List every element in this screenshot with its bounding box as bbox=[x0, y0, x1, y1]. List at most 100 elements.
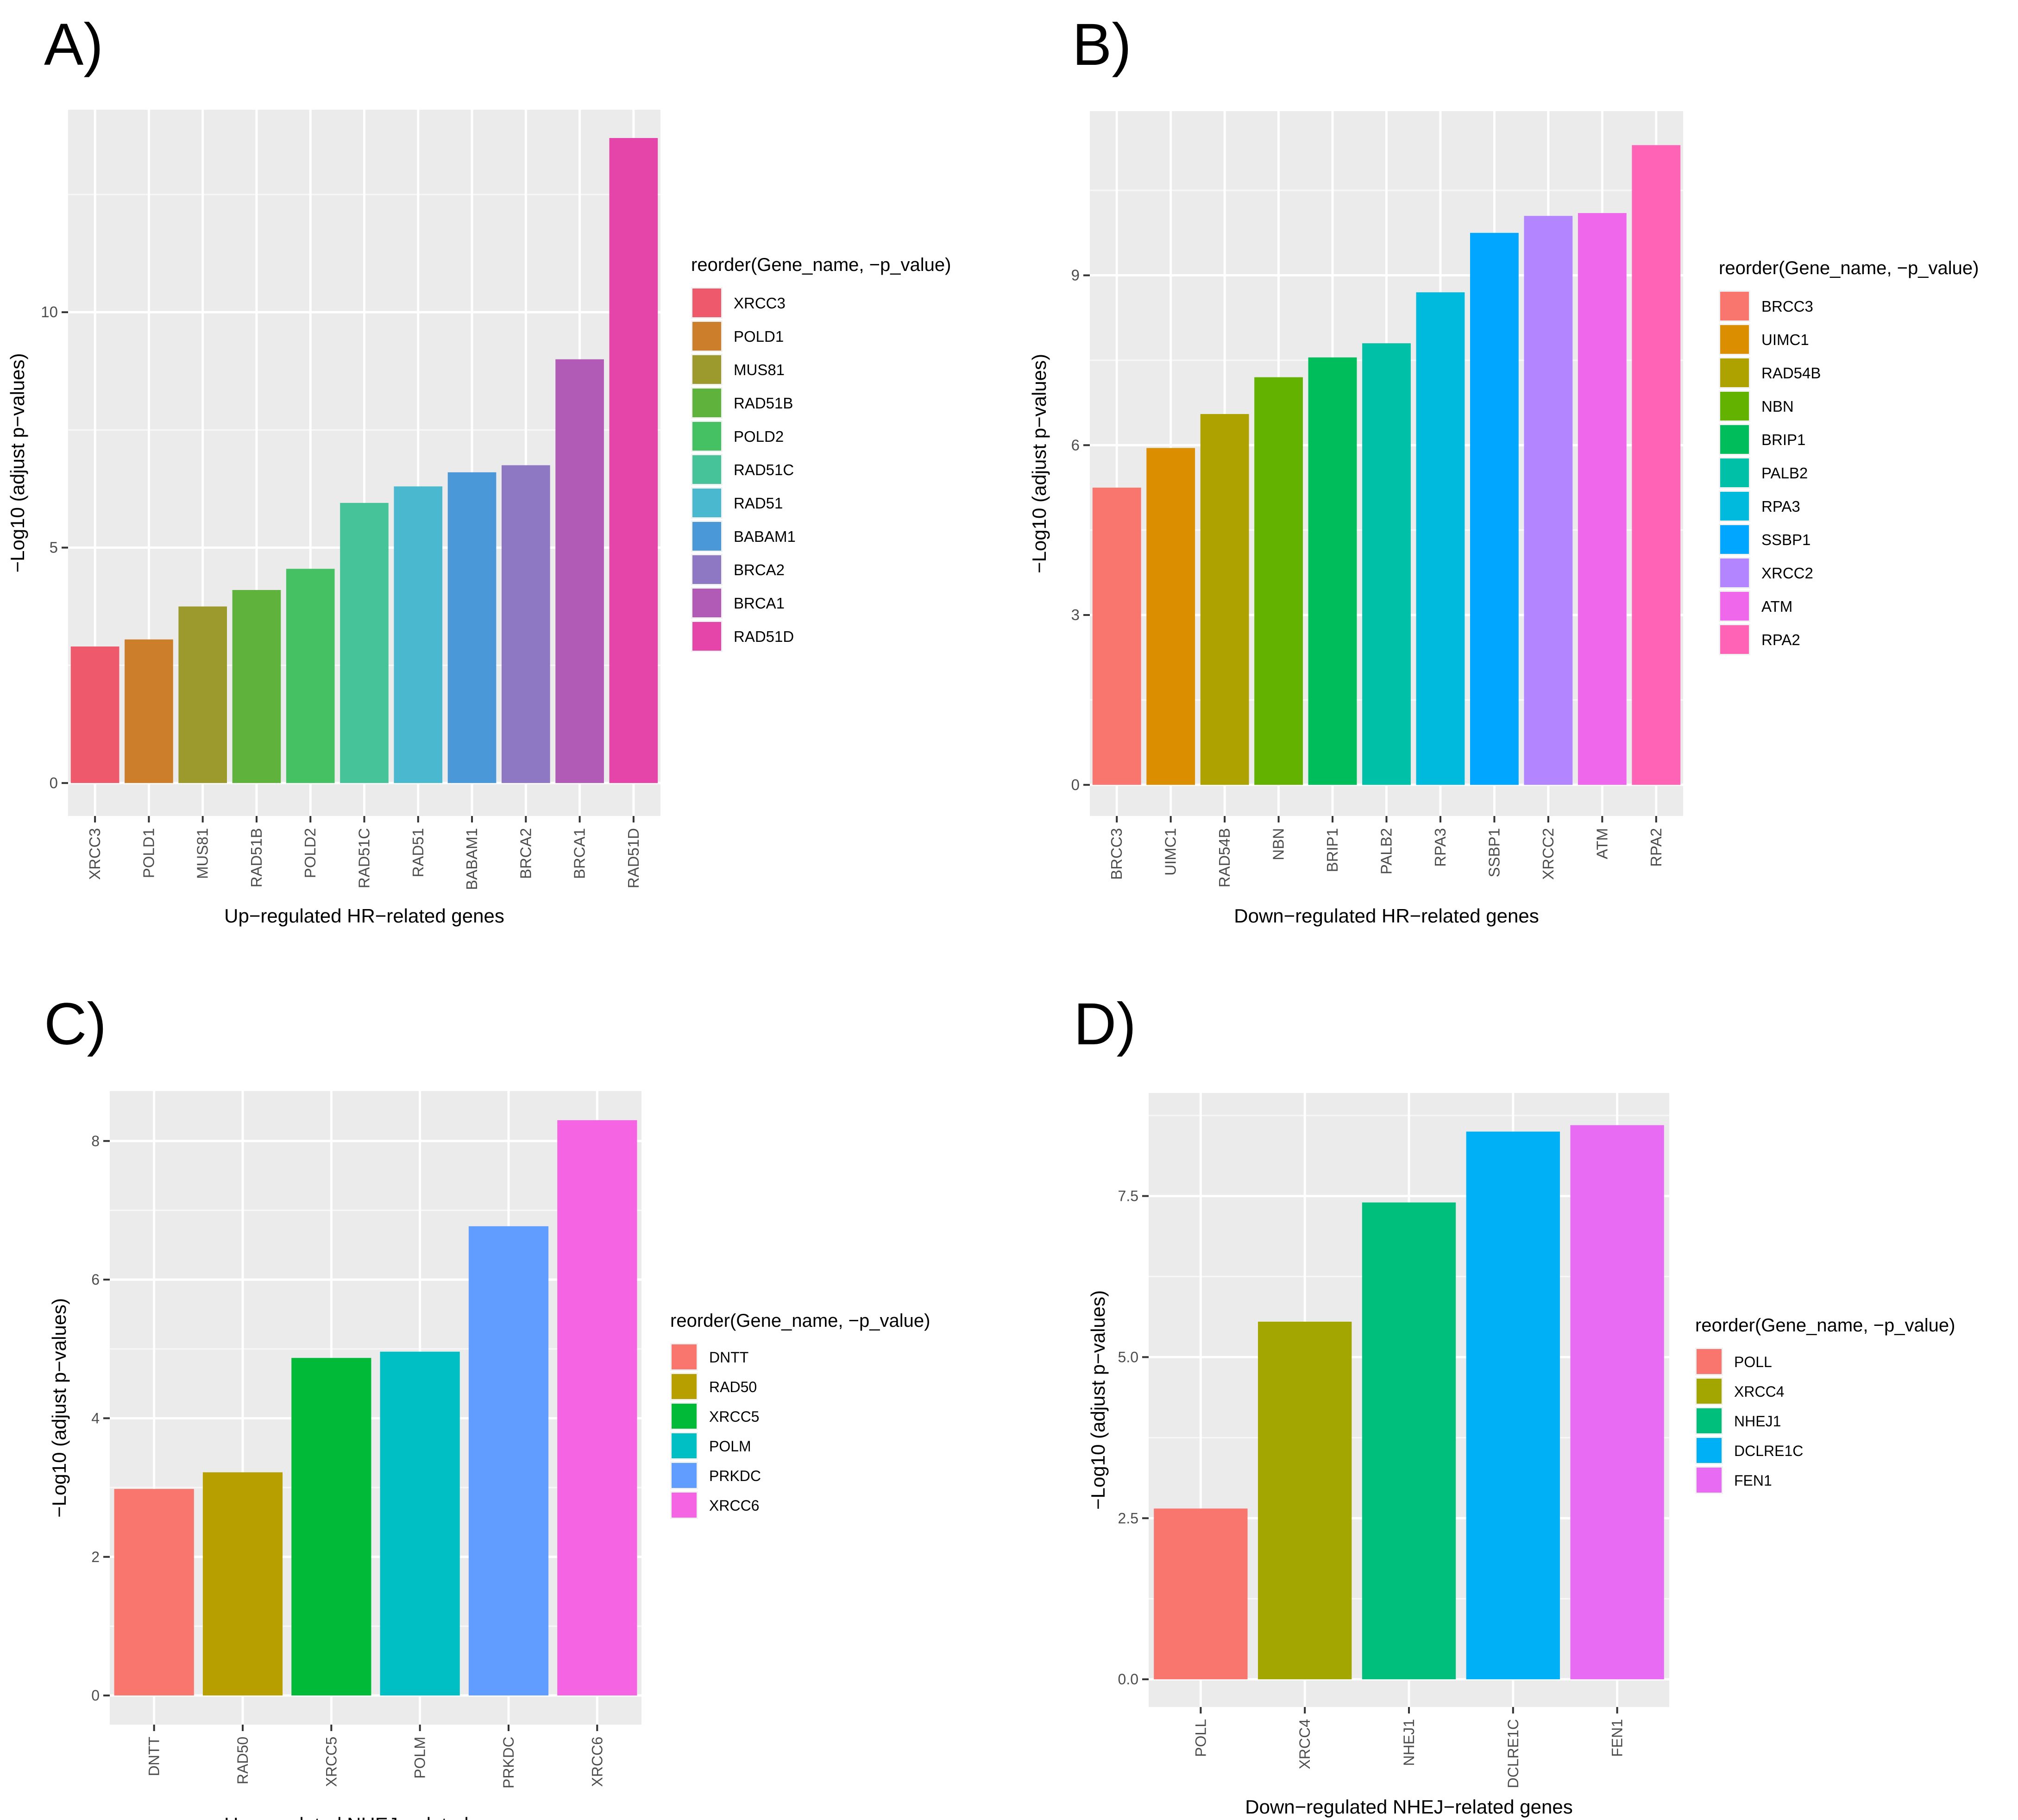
x-tick-label: ATM bbox=[1593, 828, 1610, 859]
x-tick-label: XRCC6 bbox=[589, 1737, 605, 1787]
x-tick-label: FEN1 bbox=[1609, 1719, 1626, 1757]
legend-label: BABAM1 bbox=[734, 528, 796, 545]
bar-atm bbox=[1578, 213, 1627, 785]
panel-c: C) 0 2 4 6 8 DNTT RAD50 XRCC5 POLM PRKDC XRCC6 Up−re… bbox=[44, 991, 930, 1820]
bar-dntt bbox=[114, 1489, 194, 1696]
legend-swatch bbox=[692, 522, 721, 551]
bar-palb2 bbox=[1362, 343, 1411, 785]
y-axis-title: −Log10 (adjust p−values) bbox=[48, 1298, 70, 1518]
legend-title: reorder(Gene_name, −p_value) bbox=[691, 255, 951, 275]
y-tick-label: 0 bbox=[1071, 776, 1080, 793]
x-tick-label: BABAM1 bbox=[463, 828, 480, 890]
legend-label: NBN bbox=[1761, 398, 1794, 415]
legend-label: XRCC4 bbox=[1734, 1383, 1784, 1400]
legend-label: RAD51B bbox=[734, 395, 793, 412]
legend-label: DCLRE1C bbox=[1734, 1443, 1803, 1459]
legend-swatch bbox=[1697, 1468, 1722, 1493]
y-tick-label: 0.0 bbox=[1118, 1671, 1138, 1688]
legend-item: SSBP1 bbox=[1719, 524, 1811, 555]
legend-swatch bbox=[1720, 292, 1749, 320]
x-tick-label: NHEJ1 bbox=[1401, 1719, 1417, 1766]
legend-item: BRCA2 bbox=[691, 554, 785, 585]
x-tick-label: BRCA1 bbox=[571, 828, 588, 879]
bar-rpa2 bbox=[1632, 145, 1681, 785]
legend-item: RPA2 bbox=[1719, 624, 1800, 655]
bar-nhej1 bbox=[1362, 1202, 1456, 1680]
legend-item: RAD51C bbox=[691, 454, 794, 485]
legend-item: RAD51B bbox=[691, 387, 793, 419]
x-tick-label: RAD51 bbox=[409, 828, 427, 877]
legend-swatch bbox=[1720, 325, 1749, 354]
panel-label: A) bbox=[44, 12, 103, 78]
legend-item: POLM bbox=[670, 1432, 751, 1460]
y-tick-label: 2.5 bbox=[1118, 1510, 1138, 1526]
bar-poll bbox=[1154, 1508, 1248, 1680]
x-tick-label: PRKDC bbox=[500, 1737, 517, 1789]
legend-label: FEN1 bbox=[1734, 1472, 1772, 1489]
y-tick-label: 9 bbox=[1071, 267, 1080, 284]
legend-item: POLL bbox=[1695, 1348, 1772, 1375]
bar-mus81 bbox=[178, 606, 227, 783]
legend-item: UIMC1 bbox=[1719, 324, 1809, 355]
legend-swatch bbox=[672, 1493, 697, 1518]
legend-label: BRIP1 bbox=[1761, 431, 1805, 448]
legend-label: PALB2 bbox=[1761, 464, 1808, 482]
legend-swatch bbox=[1697, 1349, 1722, 1374]
x-tick-label: UIMC1 bbox=[1162, 828, 1179, 876]
legend-swatch bbox=[672, 1433, 697, 1458]
x-tick-label: POLL bbox=[1192, 1719, 1209, 1757]
legend-item: BRCA1 bbox=[691, 587, 785, 619]
legend-label: RPA2 bbox=[1761, 631, 1800, 648]
x-tick-label: POLD2 bbox=[302, 828, 319, 878]
x-tick-label: RAD51D bbox=[625, 828, 642, 888]
legend-swatch bbox=[692, 489, 721, 517]
x-tick-label: XRCC3 bbox=[86, 828, 103, 880]
legend-item: POLD2 bbox=[691, 420, 784, 452]
legend-item: DNTT bbox=[670, 1343, 748, 1371]
x-axis-title: Up−regulated NHEJ−related genes bbox=[224, 1814, 527, 1820]
legend-swatch bbox=[1720, 525, 1749, 554]
bar-dclre1c bbox=[1466, 1131, 1560, 1680]
bar-brca2 bbox=[501, 465, 550, 783]
legend-swatch bbox=[692, 555, 721, 584]
bar-pold2 bbox=[286, 569, 335, 783]
legend-swatch bbox=[692, 355, 721, 384]
x-tick-label: SSBP1 bbox=[1485, 828, 1502, 877]
legend-swatch bbox=[1720, 492, 1749, 521]
legend-swatch bbox=[692, 322, 721, 351]
legend-item: ATM bbox=[1719, 590, 1792, 622]
bar-xrcc6 bbox=[557, 1120, 637, 1696]
legend-label: BRCA1 bbox=[734, 595, 785, 612]
y-tick-label: 2 bbox=[91, 1549, 100, 1565]
legend-label: POLD1 bbox=[734, 328, 784, 345]
legend-label: RAD51 bbox=[734, 495, 783, 512]
bar-xrcc5 bbox=[291, 1358, 371, 1696]
bar-fen1 bbox=[1570, 1125, 1664, 1680]
panel-d: D) 0.0 2.5 5.0 7.5 POLL XRCC4 NHEJ1 DCLRE1C FEN1 D… bbox=[1074, 991, 1955, 1818]
y-axis-title: −Log10 (adjust p−values) bbox=[6, 353, 28, 573]
x-tick-label: XRCC2 bbox=[1540, 828, 1557, 880]
legend-swatch bbox=[1720, 392, 1749, 420]
legend-item: NBN bbox=[1719, 390, 1794, 422]
panel-b: B) 0 3 6 9 BRCC3 UIMC1 RAD54B NBN BRIP1 PALB2 RPA3 S… bbox=[1028, 12, 1979, 927]
legend-label: PRKDC bbox=[709, 1468, 761, 1484]
x-tick-label: XRCC5 bbox=[323, 1737, 339, 1787]
y-tick-label: 4 bbox=[91, 1410, 100, 1426]
legend-item: XRCC5 bbox=[670, 1402, 759, 1430]
bar-brcc3 bbox=[1092, 487, 1141, 785]
bar-ssbp1 bbox=[1470, 232, 1519, 785]
legend-label: XRCC6 bbox=[709, 1497, 759, 1514]
bar-polm bbox=[380, 1351, 460, 1696]
legend-label: BRCA2 bbox=[734, 561, 785, 578]
x-tick-label: BRCA2 bbox=[517, 828, 534, 879]
bar-nbn bbox=[1254, 377, 1303, 785]
x-tick-label: POLD1 bbox=[140, 828, 157, 878]
legend-swatch bbox=[1720, 358, 1749, 387]
bar-rad51d bbox=[609, 138, 658, 783]
legend-swatch bbox=[692, 422, 721, 451]
legend-swatch bbox=[692, 389, 721, 417]
bar-rad51c bbox=[340, 502, 389, 783]
bar-xrcc2 bbox=[1524, 216, 1573, 785]
legend-label: RPA3 bbox=[1761, 498, 1800, 515]
x-tick-label: XRCC4 bbox=[1296, 1719, 1313, 1769]
